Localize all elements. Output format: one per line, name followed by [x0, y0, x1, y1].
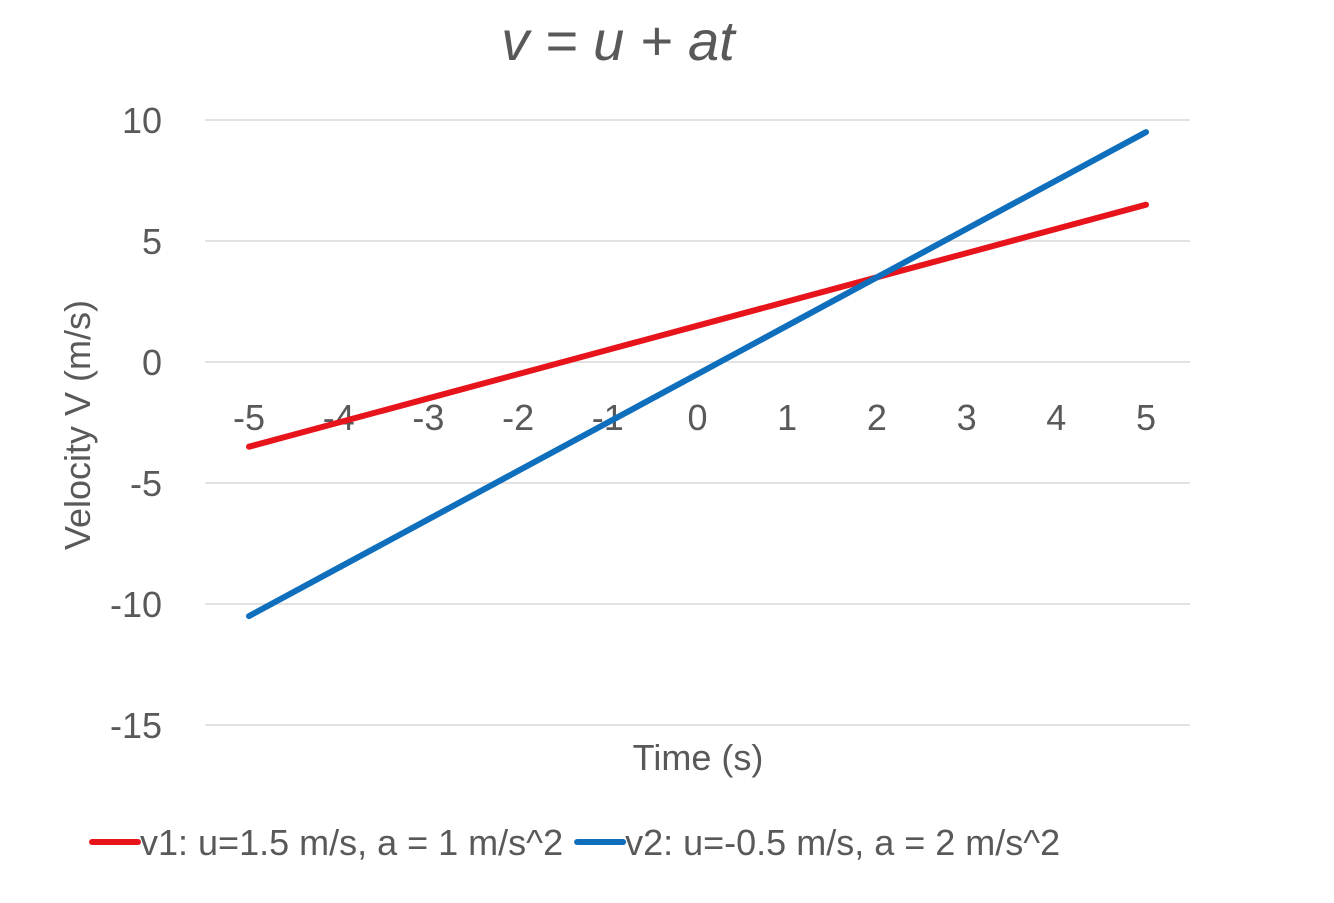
x-axis-label: Time (s): [633, 737, 764, 778]
y-tick-label: 10: [122, 100, 162, 141]
x-tick-label: 0: [687, 397, 707, 438]
chart-title: v = u + at: [501, 9, 737, 72]
x-tick-label: 1: [777, 397, 797, 438]
gridlines: [205, 119, 1190, 726]
x-tick-label: 2: [867, 397, 887, 438]
x-tick-label: 4: [1046, 397, 1066, 438]
x-axis-ticks: -5 -4 -3 -2 -1 0 1 2 3 4 5: [233, 397, 1156, 438]
series-lines: [246, 129, 1149, 620]
series-line-2: [246, 129, 1149, 620]
y-axis-label: Velocity V (m/s): [57, 300, 98, 550]
x-tick-label: 5: [1136, 397, 1156, 438]
y-tick-label: -15: [110, 705, 162, 746]
y-axis-ticks: 10 5 0 -5 -10 -15: [110, 100, 162, 746]
x-tick-label: -5: [233, 397, 265, 438]
legend-label: v2: u=-0.5 m/s, a = 2 m/s^2: [625, 822, 1060, 863]
legend-label: v1: u=1.5 m/s, a = 1 m/s^2: [140, 822, 563, 863]
series-line-1: [246, 201, 1149, 450]
legend: v1: u=1.5 m/s, a = 1 m/s^2 v2: u=-0.5 m/s…: [89, 822, 1060, 863]
y-tick-label: 0: [142, 342, 162, 383]
y-tick-label: -5: [130, 463, 162, 504]
x-tick-label: 3: [957, 397, 977, 438]
y-tick-label: 5: [142, 221, 162, 262]
y-tick-label: -10: [110, 584, 162, 625]
x-tick-label: -2: [502, 397, 534, 438]
